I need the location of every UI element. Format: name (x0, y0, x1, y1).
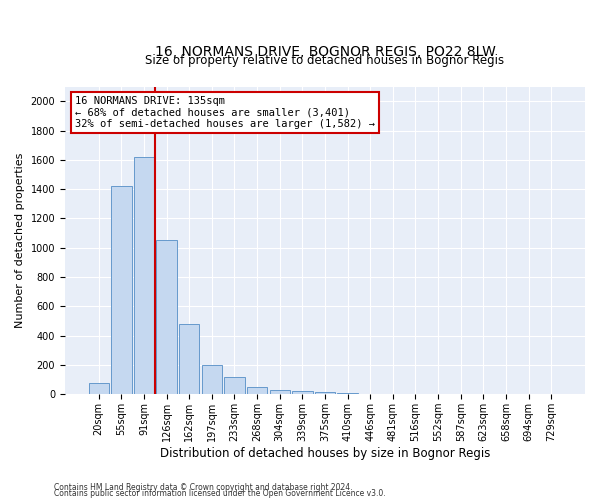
Bar (157, 240, 177, 394)
Title: 16, NORMANS DRIVE, BOGNOR REGIS, PO22 8LW: 16, NORMANS DRIVE, BOGNOR REGIS, PO22 8L… (155, 45, 496, 59)
Bar (247, 387, 267, 394)
Bar (269, 390, 290, 394)
Bar (134, 157, 154, 394)
Bar (224, 378, 245, 394)
Bar (202, 365, 222, 394)
Text: 16 NORMANS DRIVE: 135sqm
← 68% of detached houses are smaller (3,401)
32% of sem: 16 NORMANS DRIVE: 135sqm ← 68% of detach… (76, 96, 376, 129)
Text: Size of property relative to detached houses in Bognor Regis: Size of property relative to detached ho… (145, 54, 505, 66)
Y-axis label: Number of detached properties: Number of detached properties (15, 152, 25, 328)
Bar (337, 393, 358, 394)
Bar (315, 392, 335, 394)
Bar (292, 392, 313, 394)
X-axis label: Distribution of detached houses by size in Bognor Regis: Distribution of detached houses by size … (160, 447, 490, 460)
Text: Contains HM Land Registry data © Crown copyright and database right 2024.: Contains HM Land Registry data © Crown c… (54, 484, 353, 492)
Bar (179, 324, 199, 394)
Text: Contains public sector information licensed under the Open Government Licence v3: Contains public sector information licen… (54, 490, 386, 498)
Bar (89, 384, 109, 394)
Bar (111, 186, 131, 394)
